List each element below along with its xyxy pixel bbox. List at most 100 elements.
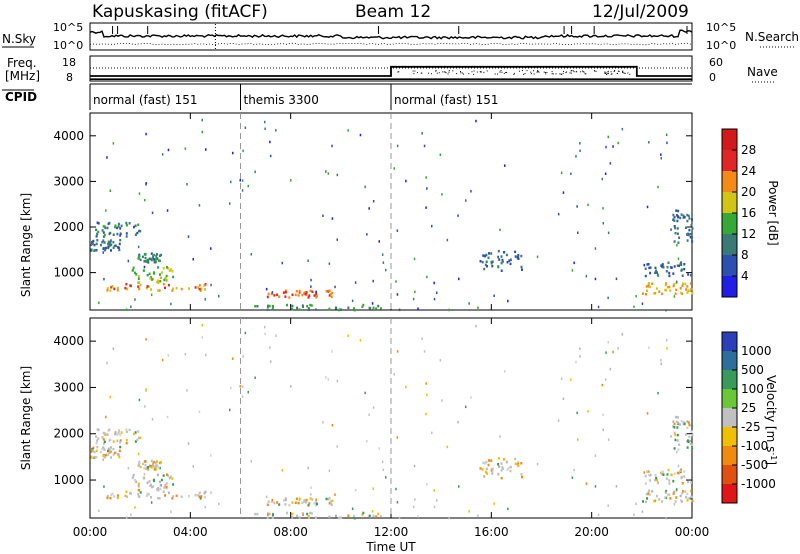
power-cell xyxy=(101,240,104,244)
velocity-cell xyxy=(106,361,108,365)
nave-point xyxy=(420,72,422,74)
velocity-cell xyxy=(137,482,140,485)
power-cell xyxy=(264,120,266,124)
power-cell xyxy=(145,182,147,185)
velocity-cell xyxy=(155,464,158,468)
nave-point xyxy=(452,70,454,72)
nave-point xyxy=(412,70,414,72)
velocity-cell xyxy=(385,476,387,479)
power-cell xyxy=(298,289,301,293)
velocity-cell xyxy=(347,514,350,517)
velocity-cell xyxy=(143,473,146,476)
power-cell xyxy=(676,264,679,267)
colorbar-swatch xyxy=(722,465,737,485)
velocity-cell xyxy=(112,440,115,443)
power-cell xyxy=(673,240,676,243)
power-cell xyxy=(125,235,128,238)
cpid-segment-label: normal (fast) 151 xyxy=(93,93,197,107)
velocity-cell xyxy=(315,498,317,501)
power-cell xyxy=(94,248,96,252)
power-cell xyxy=(516,256,519,260)
velocity-cell xyxy=(102,431,105,435)
velocity-cell xyxy=(269,346,271,349)
velocity-cell xyxy=(102,442,105,445)
nave-point xyxy=(607,72,609,74)
velocity-cell xyxy=(281,469,283,472)
velocity-cell xyxy=(187,442,190,445)
power-cell xyxy=(325,170,327,173)
power-cell xyxy=(675,214,678,217)
power-cell xyxy=(241,189,244,192)
velocity-cell xyxy=(256,512,259,516)
power-cell xyxy=(315,290,317,294)
velocity-cell xyxy=(661,470,664,473)
power-cell xyxy=(687,214,690,218)
power-cell xyxy=(675,209,678,212)
power-cell xyxy=(501,258,504,262)
velocity-cell xyxy=(128,428,131,432)
nave-point xyxy=(473,70,475,72)
power-cell xyxy=(130,305,132,308)
velocity-cell xyxy=(648,489,651,492)
velocity-cell xyxy=(270,500,273,503)
velocity-cell xyxy=(152,478,155,482)
power-cell xyxy=(147,258,149,262)
velocity-cell xyxy=(635,502,637,506)
power-cell xyxy=(413,257,416,261)
velocity-cell xyxy=(481,468,484,471)
velocity-cell xyxy=(439,359,442,362)
velocity-cell xyxy=(571,476,574,479)
power-cell xyxy=(661,265,664,269)
power-cell xyxy=(490,252,493,255)
velocity-cell xyxy=(165,485,168,489)
velocity-cell xyxy=(372,487,374,490)
velocity-cell xyxy=(665,489,668,493)
velocity-cell xyxy=(201,336,203,339)
power-cell xyxy=(282,291,285,294)
velocity-cell xyxy=(368,413,370,417)
nave-point xyxy=(398,71,400,73)
colorbar-swatch xyxy=(722,192,737,214)
velocity-cell xyxy=(668,493,671,496)
power-cell xyxy=(685,226,687,229)
velocity-cell xyxy=(674,433,677,437)
velocity-cell xyxy=(90,456,93,459)
velocity-cell xyxy=(676,439,679,442)
power-cell xyxy=(446,238,449,242)
power-cell xyxy=(491,260,494,263)
power-cell xyxy=(362,303,365,307)
power-cell xyxy=(308,294,311,297)
power-cell xyxy=(295,289,298,293)
power-cell xyxy=(151,211,154,215)
cpid-row: normal (fast) 151 themis 3300 normal (fast… xyxy=(89,83,692,110)
power-cell xyxy=(127,259,130,263)
power-cell xyxy=(396,144,399,148)
power-cell xyxy=(145,132,147,136)
nsky-panel xyxy=(89,22,693,51)
power-cell xyxy=(681,282,684,285)
power-cell xyxy=(137,275,140,278)
power-cell xyxy=(646,205,649,209)
velocity-cell xyxy=(675,496,678,499)
power-cell xyxy=(103,233,106,237)
velocity-cell xyxy=(158,497,161,500)
velocity-cell xyxy=(146,467,149,471)
velocity-cell xyxy=(498,465,501,468)
power-cell xyxy=(163,278,166,282)
power-cell xyxy=(95,228,98,232)
power-cell xyxy=(109,189,111,192)
velocity-cell xyxy=(602,413,604,416)
power-cell xyxy=(90,243,93,246)
velocity-cell xyxy=(108,439,111,442)
velocity-cell xyxy=(336,379,339,383)
nave-point xyxy=(572,70,574,72)
power-cell xyxy=(162,266,165,270)
power-cell xyxy=(116,226,119,230)
power-cell xyxy=(328,289,331,292)
velocity-cell xyxy=(298,498,301,502)
nave-point xyxy=(445,72,447,74)
colorbar-tick-label: 4 xyxy=(741,269,749,283)
power-cell xyxy=(605,145,607,149)
power-cell xyxy=(119,232,122,235)
